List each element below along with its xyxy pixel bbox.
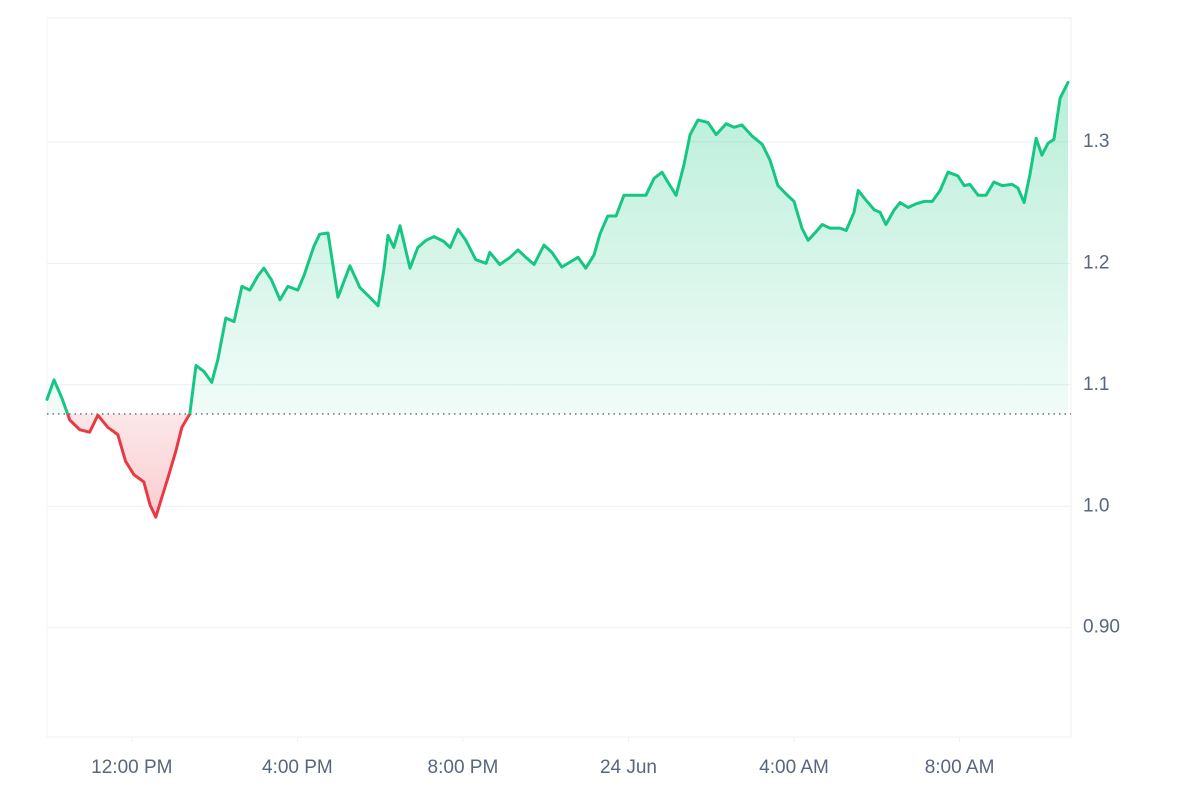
y-tick-label: 1.0 [1083, 495, 1109, 516]
y-tick-label: 1.1 [1083, 374, 1109, 395]
x-tick-label: 12:00 PM [91, 757, 172, 778]
price-line [45, 80, 1070, 519]
x-tick-label: 8:00 AM [925, 757, 995, 778]
y-tick-label: 0.90 [1083, 617, 1120, 638]
x-tick-label: 4:00 PM [262, 757, 333, 778]
x-tick-label: 4:00 AM [759, 757, 829, 778]
y-tick-label: 1.3 [1083, 131, 1109, 152]
area [47, 82, 1068, 518]
x-tick-label: 24 Jun [600, 757, 657, 778]
x-tick-label: 8:00 PM [428, 757, 499, 778]
y-tick-label: 1.2 [1083, 252, 1109, 273]
